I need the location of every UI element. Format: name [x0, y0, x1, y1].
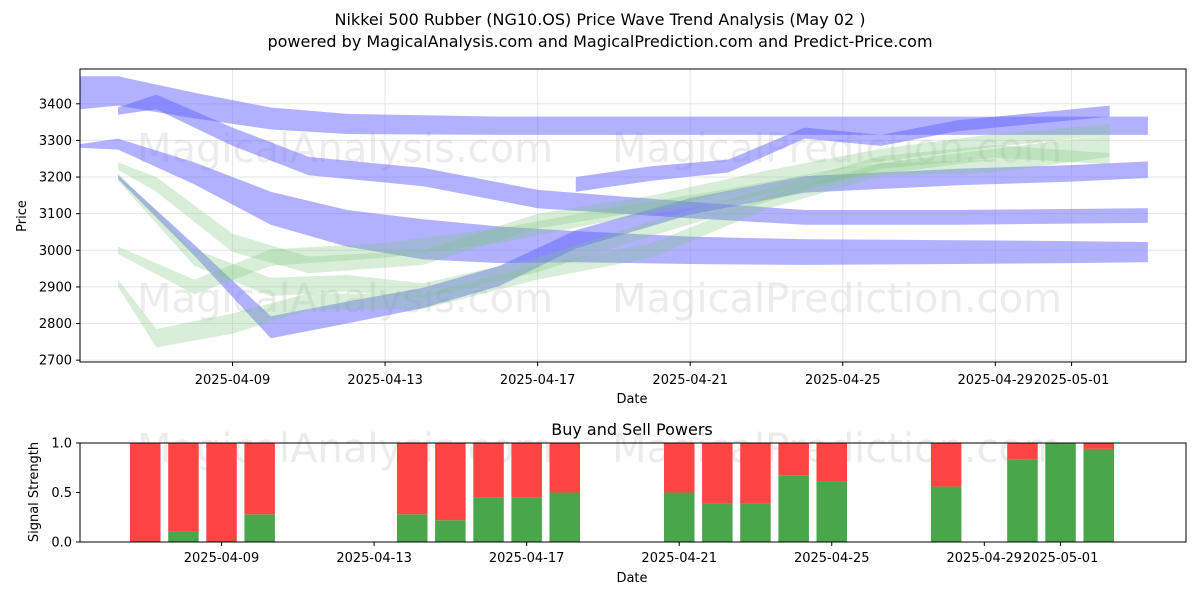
buy-bar [511, 497, 542, 542]
buy-bar [778, 475, 809, 542]
sell-bar [397, 443, 428, 515]
watermark-text: MagicalPrediction.com [612, 276, 1062, 322]
sell-bar [168, 443, 199, 532]
price-panel: MagicalAnalysis.com MagicalPrediction.co… [15, 68, 1187, 407]
wave-bands [80, 76, 1148, 348]
chart-subtitle: powered by MagicalAnalysis.com and Magic… [267, 32, 932, 51]
sell-bar [702, 443, 733, 504]
buy-bar [740, 503, 771, 542]
x-tick-label: 2025-04-09 [184, 551, 260, 566]
buy-bar [435, 520, 466, 542]
buy-bar [244, 514, 275, 542]
buy-bar [664, 492, 695, 542]
buy-bar [473, 497, 504, 542]
signal-panel: Buy and Sell Powers MagicalAnalysis.com … [27, 420, 1187, 586]
x-tick-label: 2025-04-17 [500, 373, 576, 388]
sell-bar [244, 443, 275, 515]
y-tick-label: 3000 [39, 244, 72, 259]
signal-panel-title: Buy and Sell Powers [551, 420, 713, 439]
buy-bar [168, 531, 199, 542]
y-tick-label: 3300 [39, 134, 72, 149]
price-y-axis-label: Price [15, 200, 30, 232]
wave-band-blue [80, 138, 1148, 265]
y-tick-label: 2700 [39, 354, 72, 369]
x-tick-label: 2025-04-09 [195, 373, 271, 388]
signal-x-axis-label: Date [616, 571, 647, 586]
wave-band-blue [118, 161, 1148, 339]
sell-bar [206, 443, 237, 542]
wave-band-green [118, 145, 1110, 348]
buy-bar [1007, 459, 1038, 542]
sell-bar [549, 443, 580, 493]
sell-bar [473, 443, 504, 498]
y-tick-label: 0.5 [51, 486, 72, 501]
x-tick-label: 2025-04-13 [336, 551, 412, 566]
x-tick-label: 2025-05-01 [1023, 551, 1099, 566]
price-axes: 2025-04-09 2025-04-13 2025-04-17 2025-04-21… [39, 97, 1109, 388]
y-tick-label: 3200 [39, 171, 72, 186]
signal-axes: 2025-04-09 2025-04-13 2025-04-17 2025-04-21… [51, 437, 1098, 567]
wave-band-green [118, 134, 1110, 295]
y-tick-label: 3400 [39, 97, 72, 112]
x-tick-label: 2025-04-13 [347, 373, 423, 388]
sell-bar [511, 443, 542, 498]
x-tick-label: 2025-04-25 [794, 551, 870, 566]
sell-bar [778, 443, 809, 476]
wave-band-green [118, 123, 1110, 274]
x-tick-label: 2025-04-25 [805, 373, 881, 388]
buy-bar [549, 492, 580, 542]
x-tick-label: 2025-04-17 [489, 551, 565, 566]
sell-bar [435, 443, 466, 521]
signal-y-axis-label: Signal Strength [27, 442, 42, 542]
sell-bar [130, 443, 161, 542]
wave-band-blue [80, 76, 1148, 135]
buy-bar [1083, 448, 1114, 542]
price-plot-frame [79, 68, 1187, 363]
x-tick-label: 2025-05-01 [1034, 373, 1110, 388]
price-x-axis-label: Date [616, 392, 647, 407]
x-tick-label: 2025-04-21 [641, 551, 717, 566]
chart-title: Nikkei 500 Rubber (NG10.OS) Price Wave T… [335, 10, 866, 29]
buy-bar [816, 481, 847, 542]
y-tick-label: 3100 [39, 207, 72, 222]
buy-bar [702, 503, 733, 542]
buy-bar [930, 486, 962, 542]
sell-bar [664, 443, 695, 493]
y-tick-label: 0.0 [51, 536, 72, 551]
sell-bar [816, 443, 847, 482]
y-tick-label: 2900 [39, 280, 72, 295]
sell-bar [930, 443, 962, 487]
x-tick-label: 2025-04-29 [947, 551, 1023, 566]
y-tick-label: 1.0 [51, 437, 72, 452]
y-tick-label: 2800 [39, 317, 72, 332]
sell-bar [1007, 443, 1038, 460]
buy-bar [1045, 443, 1076, 542]
x-tick-label: 2025-04-29 [958, 373, 1034, 388]
sell-bar [740, 443, 771, 504]
signal-bars [130, 443, 1114, 542]
buy-bar [397, 514, 428, 542]
x-tick-label: 2025-04-21 [652, 373, 728, 388]
wave-band-blue [118, 94, 1148, 225]
wave-band-blue [575, 105, 1110, 192]
sell-bar [1083, 443, 1114, 449]
